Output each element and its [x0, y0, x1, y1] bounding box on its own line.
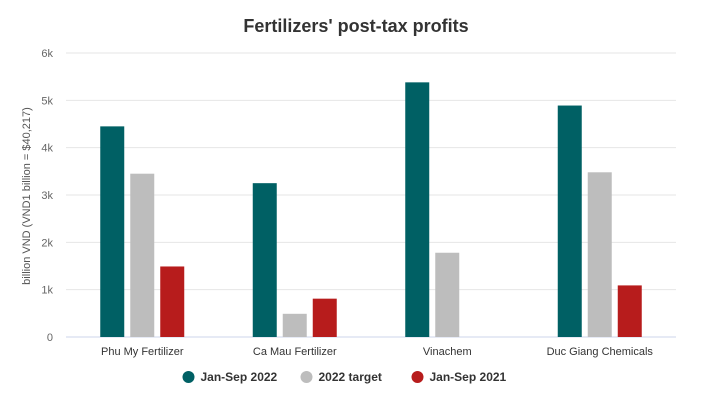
- y-tick-label: 6k: [41, 48, 53, 60]
- legend: Jan-Sep 2022 2022 target Jan-Sep 2021: [182, 370, 507, 384]
- x-tick-label: Phu My Fertilizer: [101, 346, 184, 358]
- legend-marker: [411, 371, 424, 383]
- x-tick-label: Ca Mau Fertilizer: [253, 346, 337, 358]
- y-tick-label: 0: [47, 332, 53, 344]
- y-axis-ticks: 0 1k 2k 3k 4k 5k 6k: [41, 48, 53, 344]
- legend-item[interactable]: Jan-Sep 2022: [182, 370, 278, 384]
- chart-title: Fertilizers' post-tax profits: [243, 16, 468, 36]
- bar[interactable]: [435, 252, 460, 337]
- bar[interactable]: [100, 126, 125, 337]
- x-tick-label: Vinachem: [423, 346, 472, 358]
- legend-label: 2022 target: [319, 370, 382, 384]
- y-tick-label: 5k: [41, 95, 53, 107]
- y-tick-label: 2k: [41, 237, 53, 249]
- x-tick-label: Duc Giang Chemicals: [547, 346, 654, 358]
- legend-item[interactable]: 2022 target: [300, 370, 382, 384]
- y-axis-label: billion VND (VND1 billion = $40,217): [21, 107, 33, 285]
- bar[interactable]: [282, 313, 307, 337]
- x-axis-ticks: Phu My Fertilizer Ca Mau Fertilizer Vinach…: [101, 346, 653, 358]
- legend-marker: [300, 371, 313, 383]
- bar[interactable]: [405, 82, 430, 337]
- legend-label: Jan-Sep 2021: [430, 370, 507, 384]
- bar[interactable]: [617, 285, 642, 337]
- bars: [100, 82, 642, 337]
- legend-label: Jan-Sep 2022: [201, 370, 278, 384]
- legend-item[interactable]: Jan-Sep 2021: [411, 370, 507, 384]
- bar[interactable]: [312, 298, 337, 337]
- bar[interactable]: [130, 173, 155, 337]
- gridlines: [66, 52, 676, 291]
- bar[interactable]: [160, 266, 185, 337]
- bar[interactable]: [587, 172, 612, 337]
- bar[interactable]: [557, 105, 582, 337]
- bar[interactable]: [252, 183, 277, 337]
- y-tick-label: 4k: [41, 143, 53, 155]
- y-tick-label: 3k: [41, 190, 53, 202]
- y-tick-label: 1k: [41, 285, 53, 297]
- legend-marker: [182, 371, 195, 383]
